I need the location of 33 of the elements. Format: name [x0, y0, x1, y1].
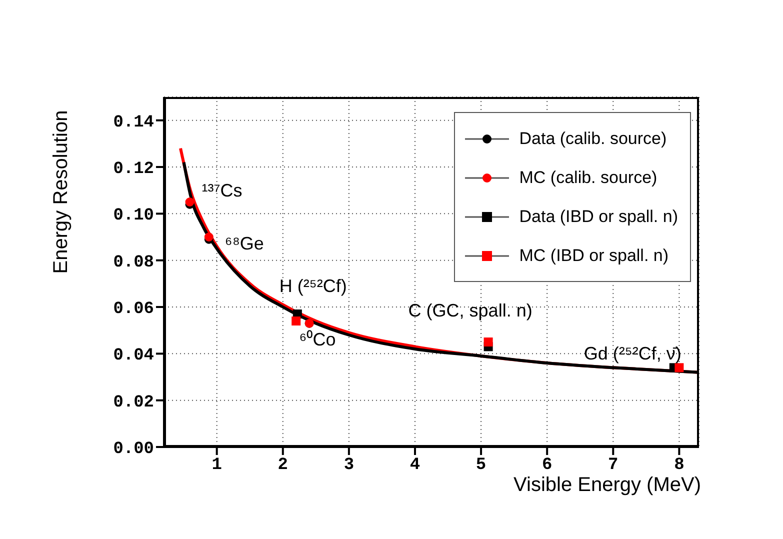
annotation: C (GC, spall. n)	[408, 300, 532, 321]
x-tick-label: 5	[476, 456, 486, 476]
annotation: ⁶⁰Co	[299, 329, 336, 350]
x-axis-title: Visible Energy (MeV)	[514, 474, 701, 496]
legend-label: Data (calib. source)	[519, 128, 667, 148]
point	[185, 198, 194, 206]
y-axis-title: Energy Resolution	[50, 110, 72, 274]
y-tick-label: 0.10	[113, 206, 154, 226]
x-tick-label: 2	[278, 456, 288, 476]
legend-label: Data (IBD or spall. n)	[519, 206, 678, 226]
x-tick-label: 3	[344, 456, 354, 476]
annotation: H (²⁵²Cf)	[279, 276, 347, 296]
y-tick-label: 0.00	[113, 440, 154, 460]
legend-label: MC (IBD or spall. n)	[519, 246, 669, 266]
y-tick-label: 0.04	[113, 346, 154, 366]
x-tick-label: 1	[212, 456, 222, 476]
annotation: Gd (²⁵²Cf, ν̄)	[584, 344, 682, 364]
x-tick-label: 7	[608, 456, 618, 476]
x-tick-label: 6	[542, 456, 552, 476]
y-tick-label: 0.14	[113, 113, 154, 132]
x-tick-label: 4	[410, 456, 420, 476]
annotation: ⁶⁸Ge	[224, 233, 264, 254]
annotation: ¹³⁷Cs	[202, 180, 242, 200]
point	[292, 316, 301, 326]
point	[204, 232, 214, 242]
y-tick-label: 0.06	[113, 300, 154, 320]
legend-label: MC (calib. source)	[519, 168, 658, 188]
x-tick-label: 8	[674, 456, 684, 476]
point	[484, 338, 493, 346]
y-tick-label: 0.08	[113, 253, 154, 272]
point	[674, 363, 684, 372]
y-tick-label: 0.12	[113, 160, 154, 180]
y-tick-label: 0.02	[113, 393, 154, 412]
